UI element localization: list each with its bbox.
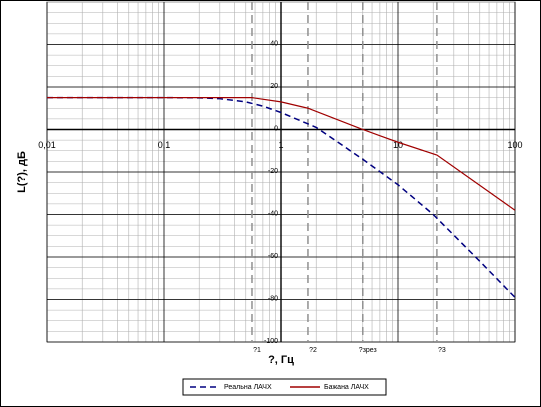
marker-label: ?2 (309, 347, 317, 354)
x-tick-label: 10 (393, 140, 403, 150)
marker-label: ?3 (438, 347, 446, 354)
y-tick-label: -60 (268, 253, 278, 260)
x-tick-label: 0,1 (158, 140, 171, 150)
marker-label: ?зрез (359, 347, 377, 354)
legend (182, 378, 387, 396)
legend-label: Реальна ЛАЧХ (224, 384, 272, 391)
y-tick-label: -100 (264, 338, 278, 345)
marker-label: ?1 (253, 347, 261, 354)
y-tick-label: 40 (270, 40, 278, 47)
y-tick-label: -80 (268, 295, 278, 302)
x-tick-label: 0,01 (38, 140, 56, 150)
legend-label: Бажана ЛАЧХ (324, 384, 369, 391)
series-line (47, 97, 516, 211)
y-axis-label: L(?), дБ (16, 151, 28, 193)
x-axis-label: ?, Гц (268, 354, 294, 366)
x-tick-label: 100 (507, 140, 522, 150)
y-tick-label: -20 (268, 168, 278, 175)
y-tick-label: 20 (270, 83, 278, 90)
y-tick-label: -40 (268, 210, 278, 217)
